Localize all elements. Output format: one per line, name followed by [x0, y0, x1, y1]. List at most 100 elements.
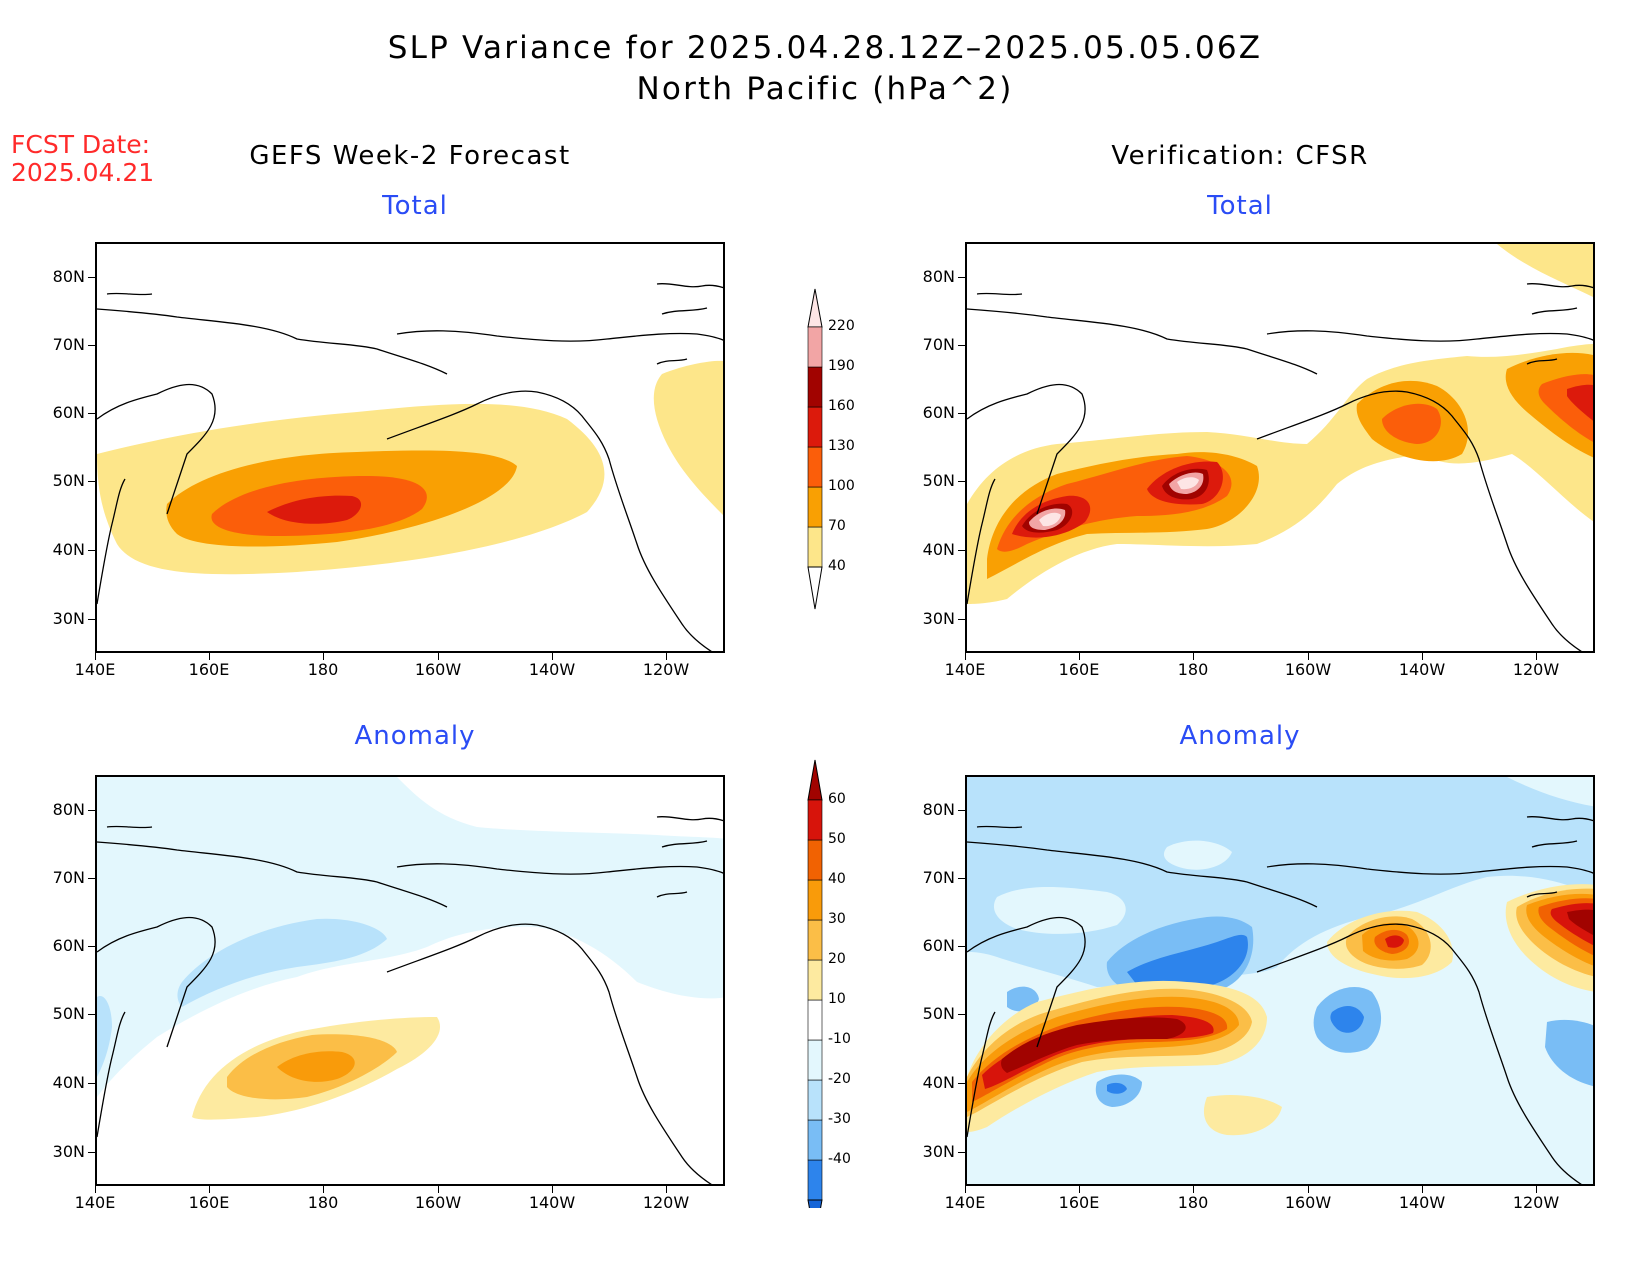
lon-tick-label-forecast-anomaly: 140W	[528, 1193, 576, 1212]
shaded-contours	[97, 777, 723, 1120]
lon-tick-mark	[95, 1186, 96, 1193]
lat-tick-label-forecast-total: 30N	[52, 609, 85, 628]
lon-tick-mark	[1193, 653, 1194, 660]
lon-tick-mark	[666, 653, 667, 660]
lon-tick-label-verification-anomaly: 120W	[1512, 1193, 1560, 1212]
lat-tick-label-verification-anomaly: 40N	[922, 1073, 955, 1092]
lat-tick-mark	[88, 878, 95, 879]
lat-tick-mark	[958, 1083, 965, 1084]
lat-tick-label-verification-total: 70N	[922, 335, 955, 354]
lat-tick-label-verification-anomaly: 80N	[922, 800, 955, 819]
colorbar-anomaly-swatch	[807, 999, 823, 1041]
lat-tick-label-forecast-anomaly: 70N	[52, 868, 85, 887]
lon-tick-mark	[1193, 1186, 1194, 1193]
lat-tick-mark	[958, 878, 965, 879]
colorbar-total-swatch	[807, 526, 823, 568]
colorbar-anomaly-bottom-arrow	[807, 1199, 823, 1208]
colorbar-anomaly-swatch	[807, 799, 823, 841]
lon-tick-mark	[209, 1186, 210, 1193]
colorbar-total-top-arrow	[807, 288, 823, 328]
lon-tick-mark	[1079, 1186, 1080, 1193]
colorbar-anomaly-swatch	[807, 879, 823, 921]
lat-tick-label-verification-total: 80N	[922, 267, 955, 286]
colorbar-anomaly-swatch	[807, 919, 823, 961]
lat-tick-label-forecast-anomaly: 40N	[52, 1073, 85, 1092]
lat-tick-mark	[958, 413, 965, 414]
lon-tick-mark	[1536, 1186, 1537, 1193]
chart-title-line2: North Pacific (hPa^2)	[636, 71, 1014, 107]
lat-tick-label-verification-total: 60N	[922, 403, 955, 422]
lon-tick-label-forecast-total: 140E	[74, 660, 116, 679]
lat-tick-label-verification-total: 40N	[922, 540, 955, 559]
colorbar-anomaly-level-label: -40	[828, 1151, 851, 1167]
colorbar-anomaly-level-label: -20	[828, 1071, 851, 1087]
lon-tick-mark	[1308, 653, 1309, 660]
colorbar-anomaly-swatch	[807, 839, 823, 881]
colorbar-total-level-label: 190	[828, 358, 855, 374]
lon-tick-mark	[1308, 1186, 1309, 1193]
lon-tick-label-verification-anomaly: 160W	[1284, 1193, 1332, 1212]
lat-tick-label-forecast-anomaly: 30N	[52, 1142, 85, 1161]
lon-tick-mark	[1422, 1186, 1423, 1193]
lat-tick-mark	[958, 619, 965, 620]
colorbar-total-swatch	[807, 446, 823, 488]
lat-tick-label-verification-total: 30N	[922, 609, 955, 628]
map-panel-forecast-anomaly	[95, 775, 725, 1186]
colorbar-anomaly-swatch	[807, 1119, 823, 1161]
lon-tick-mark	[323, 653, 324, 660]
colorbar-anomaly-level-label: 40	[828, 871, 846, 887]
fcst-date-label: FCST Date:	[11, 130, 151, 159]
lat-tick-mark	[88, 1152, 95, 1153]
colorbar-anomaly-level-label: 50	[828, 831, 846, 847]
lat-tick-mark	[88, 1083, 95, 1084]
lon-tick-mark	[1422, 653, 1423, 660]
lon-tick-label-forecast-total: 160E	[188, 660, 230, 679]
colorbar-anomaly-level-label: 30	[828, 911, 846, 927]
lon-tick-mark	[552, 653, 553, 660]
colorbar-anomaly-swatch	[807, 1159, 823, 1201]
lon-tick-mark	[552, 1186, 553, 1193]
lat-tick-mark	[88, 810, 95, 811]
lon-tick-label-verification-total: 120W	[1512, 660, 1560, 679]
lat-tick-label-forecast-total: 50N	[52, 471, 85, 490]
panel-subtitle-total-forecast: Total	[382, 191, 448, 221]
lat-tick-mark	[88, 1014, 95, 1015]
lat-tick-label-forecast-anomaly: 60N	[52, 936, 85, 955]
lon-tick-label-forecast-anomaly: 160W	[414, 1193, 462, 1212]
lat-tick-mark	[958, 1014, 965, 1015]
lat-tick-mark	[88, 481, 95, 482]
lon-tick-mark	[438, 653, 439, 660]
colorbar-total-swatch	[807, 326, 823, 368]
colorbar-total-level-label: 100	[828, 478, 855, 494]
map-panel-verification-anomaly	[965, 775, 1595, 1186]
lat-tick-label-forecast-total: 70N	[52, 335, 85, 354]
lon-tick-label-forecast-total: 180	[307, 660, 339, 679]
lon-tick-label-forecast-total: 120W	[642, 660, 690, 679]
lon-tick-label-verification-total: 180	[1177, 660, 1209, 679]
lat-tick-label-forecast-total: 40N	[52, 540, 85, 559]
lon-tick-label-forecast-total: 140W	[528, 660, 576, 679]
lon-tick-mark	[965, 1186, 966, 1193]
lat-tick-label-verification-anomaly: 50N	[922, 1004, 955, 1023]
colorbar-total-swatch	[807, 366, 823, 408]
colorbar-anomaly-swatches	[807, 759, 823, 1208]
lon-tick-label-forecast-anomaly: 180	[307, 1193, 339, 1212]
lon-tick-label-verification-anomaly: 180	[1177, 1193, 1209, 1212]
lon-tick-mark	[965, 653, 966, 660]
lat-tick-mark	[958, 1152, 965, 1153]
colorbar-total-swatches	[807, 288, 823, 610]
column-title-verification: Verification: CFSR	[1111, 141, 1369, 171]
colorbar-total-level-label: 70	[828, 518, 846, 534]
lon-tick-mark	[666, 1186, 667, 1193]
lat-tick-label-verification-anomaly: 70N	[922, 868, 955, 887]
lon-tick-label-forecast-total: 160W	[414, 660, 462, 679]
colorbar-anomaly-swatch	[807, 1039, 823, 1081]
lat-tick-label-forecast-total: 60N	[52, 403, 85, 422]
panel-subtitle-anomaly-forecast: Anomaly	[354, 721, 476, 751]
colorbar-total-bottom-arrow	[807, 566, 823, 610]
coastlines	[97, 282, 723, 651]
coastlines	[97, 815, 723, 1184]
lat-tick-mark	[958, 810, 965, 811]
lat-tick-mark	[958, 277, 965, 278]
lat-tick-mark	[88, 277, 95, 278]
